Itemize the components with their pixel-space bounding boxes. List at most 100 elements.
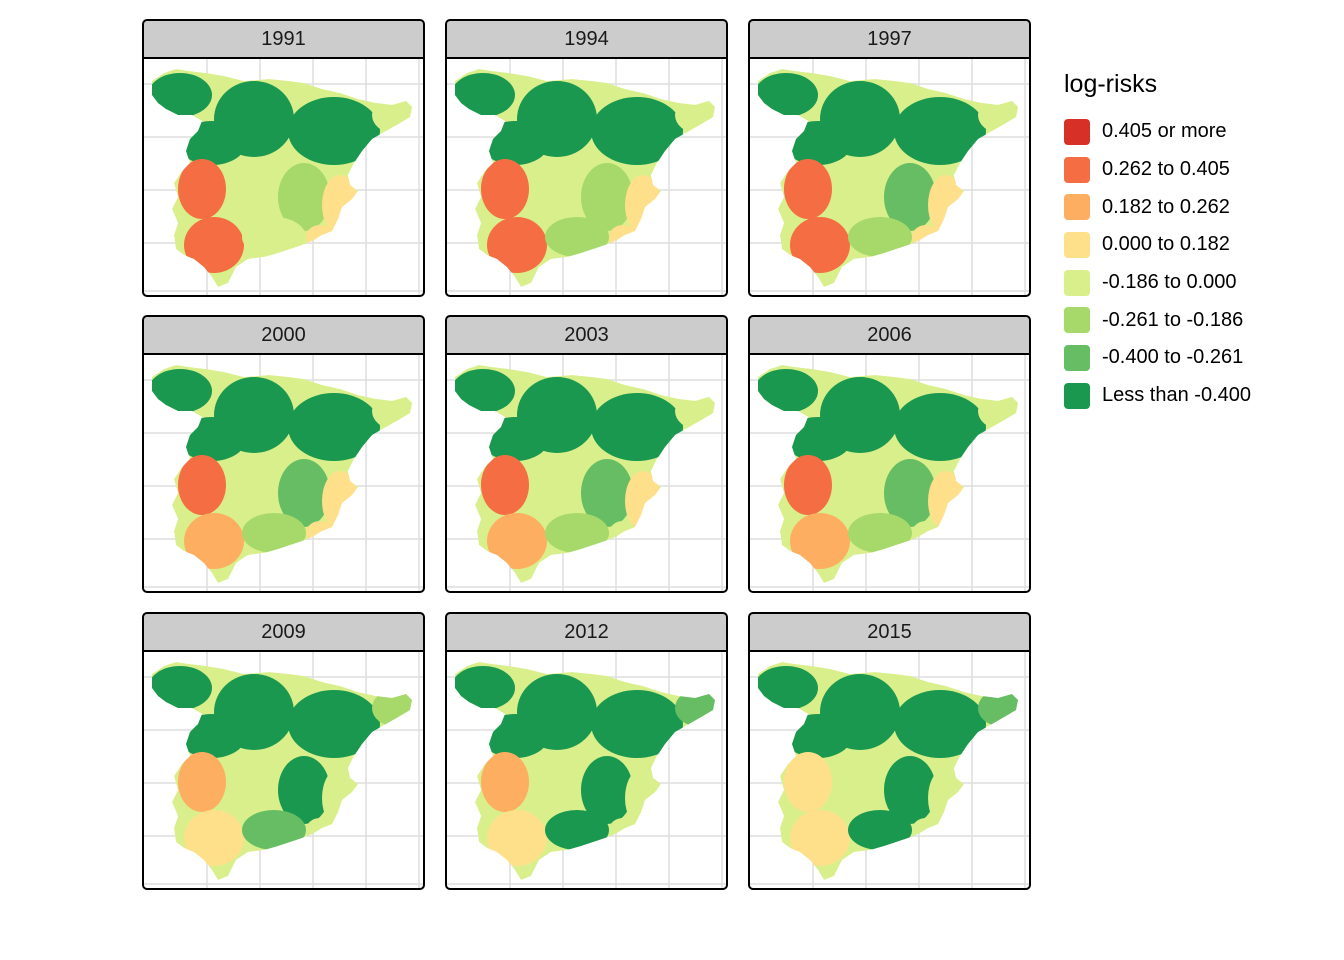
legend-label: Less than -0.400 <box>1102 384 1251 407</box>
region-west-andalusia <box>487 217 547 273</box>
choropleth-map <box>144 59 423 295</box>
region-northeast <box>591 97 683 165</box>
region-catalonia <box>675 393 715 429</box>
region-west-central <box>481 121 549 165</box>
region-west-central <box>178 714 246 758</box>
region-northeast <box>894 97 986 165</box>
map-panel <box>748 57 1031 297</box>
facet-strip-label: 1994 <box>445 19 728 59</box>
region-west-andalusia <box>487 810 547 866</box>
region-east-central <box>581 756 633 824</box>
facet-strip-label: 1991 <box>142 19 425 59</box>
map-regions <box>455 662 715 880</box>
region-west-central <box>481 417 549 461</box>
legend-item: 0.182 to 0.262 <box>1064 188 1251 226</box>
region-south-central <box>242 513 306 553</box>
legend-key <box>1064 118 1090 145</box>
region-extremadura <box>481 159 529 219</box>
legend-label: 0.182 to 0.262 <box>1102 195 1230 218</box>
region-levante <box>625 175 661 235</box>
facet-strip-label: 2000 <box>142 315 425 355</box>
region-extremadura <box>784 455 832 515</box>
legend-key <box>1064 269 1090 296</box>
region-south-central <box>545 810 609 850</box>
region-northwest <box>455 666 515 710</box>
choropleth-map <box>447 355 726 591</box>
region-south-central <box>848 810 912 850</box>
legend: log-risks 0.405 or more 0.262 to 0.405 0.1… <box>1064 70 1251 415</box>
legend-item: -0.261 to -0.186 <box>1064 301 1251 339</box>
region-levante <box>928 768 964 828</box>
region-southeast <box>306 818 334 842</box>
choropleth-map <box>144 355 423 591</box>
map-regions <box>758 365 1018 583</box>
region-levante <box>625 768 661 828</box>
legend-key <box>1064 382 1090 409</box>
region-southeast <box>609 521 637 545</box>
region-west-andalusia <box>184 810 244 866</box>
region-west-central <box>481 714 549 758</box>
map-regions <box>455 365 715 583</box>
region-west-andalusia <box>790 810 850 866</box>
region-southeast <box>609 225 637 249</box>
region-northeast <box>288 97 380 165</box>
region-west-central <box>178 417 246 461</box>
region-southeast <box>912 225 940 249</box>
region-levante <box>322 768 358 828</box>
legend-label: 0.262 to 0.405 <box>1102 158 1230 181</box>
legend-item: -0.186 to 0.000 <box>1064 264 1251 302</box>
region-west-andalusia <box>790 513 850 569</box>
region-northeast <box>288 690 380 758</box>
region-northeast <box>591 690 683 758</box>
region-extremadura <box>784 752 832 812</box>
map-regions <box>455 69 715 287</box>
choropleth-map <box>447 652 726 888</box>
region-west-central <box>784 714 852 758</box>
region-catalonia <box>372 393 412 429</box>
region-extremadura <box>178 159 226 219</box>
region-south-central <box>242 810 306 850</box>
map-regions <box>152 69 412 287</box>
region-south-central <box>848 513 912 553</box>
legend-item: 0.262 to 0.405 <box>1064 151 1251 189</box>
region-east-central <box>278 756 330 824</box>
choropleth-map <box>750 355 1029 591</box>
region-east-central <box>278 459 330 527</box>
region-southeast <box>306 225 334 249</box>
region-east-central <box>884 459 936 527</box>
region-catalonia <box>978 393 1018 429</box>
region-catalonia <box>675 97 715 133</box>
legend-label: -0.186 to 0.000 <box>1102 271 1237 294</box>
region-west-central <box>784 121 852 165</box>
map-panel <box>748 353 1031 593</box>
choropleth-map <box>750 652 1029 888</box>
choropleth-map <box>750 59 1029 295</box>
region-south-central <box>545 513 609 553</box>
legend-item: 0.000 to 0.182 <box>1064 226 1251 264</box>
region-west-andalusia <box>184 513 244 569</box>
region-northeast <box>894 690 986 758</box>
region-levante <box>322 175 358 235</box>
legend-label: 0.405 or more <box>1102 120 1227 143</box>
region-northwest <box>455 369 515 413</box>
region-northeast <box>288 393 380 461</box>
legend-title: log-risks <box>1064 70 1158 98</box>
facet-strip-label: 1997 <box>748 19 1031 59</box>
facet-strip-label: 2006 <box>748 315 1031 355</box>
region-extremadura <box>178 455 226 515</box>
map-panel <box>142 57 425 297</box>
region-levante <box>928 471 964 531</box>
region-northwest <box>455 73 515 117</box>
choropleth-map <box>144 652 423 888</box>
region-west-central <box>178 121 246 165</box>
legend-key <box>1064 307 1090 334</box>
region-catalonia <box>978 690 1018 726</box>
map-panel <box>445 353 728 593</box>
region-northwest <box>152 73 212 117</box>
map-panel <box>445 650 728 890</box>
region-catalonia <box>372 690 412 726</box>
region-extremadura <box>481 752 529 812</box>
region-levante <box>625 471 661 531</box>
map-panel <box>142 353 425 593</box>
region-west-andalusia <box>184 217 244 273</box>
